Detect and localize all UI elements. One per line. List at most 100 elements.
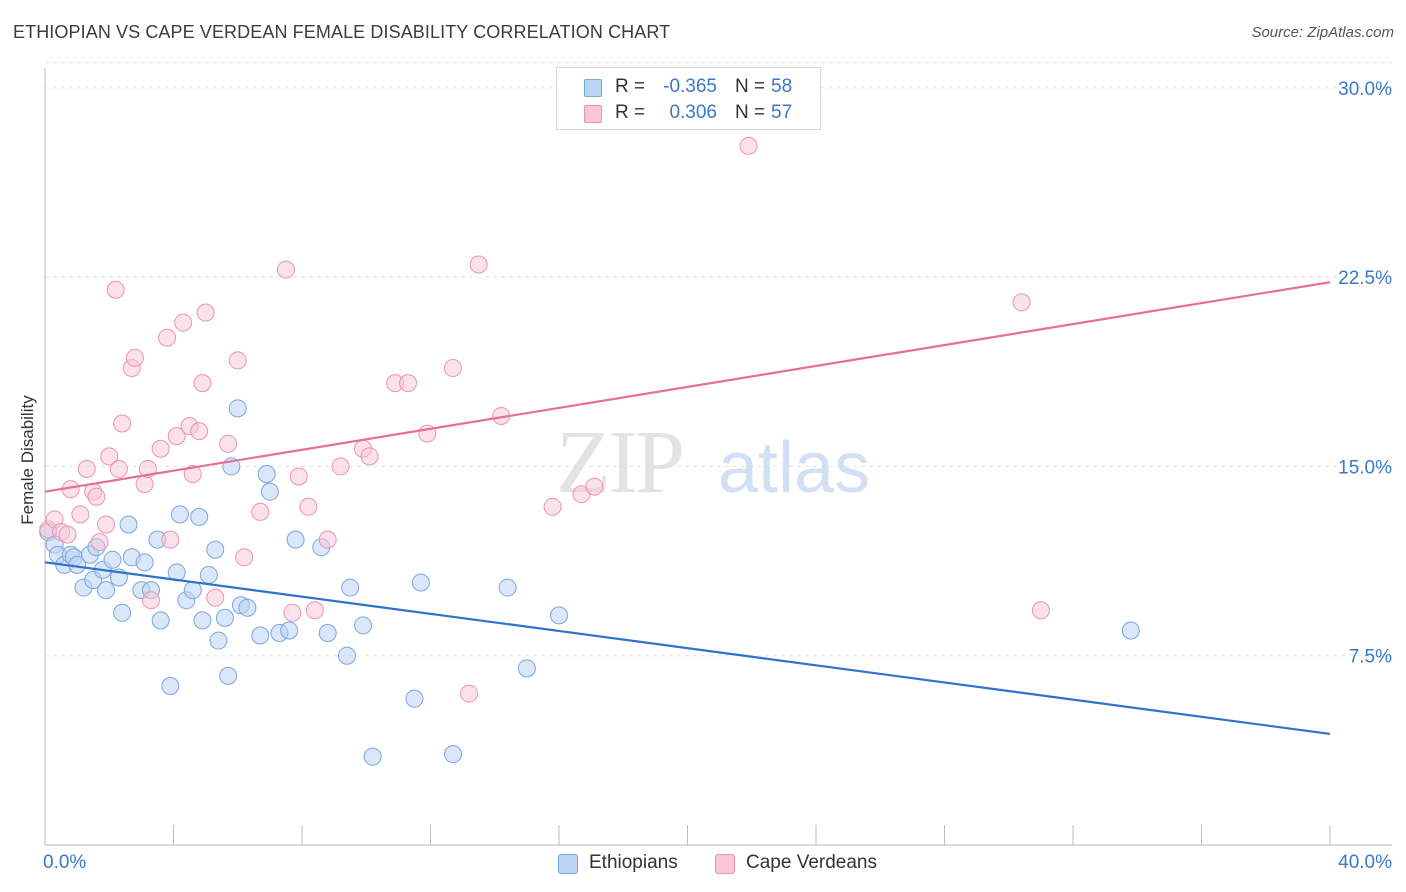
ethiopians-point [341, 578, 360, 597]
cape-verdeans-point [183, 465, 202, 483]
r-label: R = [615, 76, 646, 97]
ethiopians-point [103, 550, 122, 569]
cape-verdeans-point [190, 422, 209, 441]
n-value: 58 [771, 76, 793, 97]
ethiopians-point [1121, 621, 1140, 640]
r-value: -0.365 [663, 76, 717, 97]
y-tick-label: 15.0% [1338, 457, 1392, 478]
ethiopians-point [215, 608, 234, 627]
ethiopians-point [363, 747, 382, 766]
series-cape-verdeans-points [39, 136, 1050, 703]
cape-verdeans-point [299, 497, 318, 516]
ethiopians-point [550, 606, 568, 625]
cape-verdeans-point [106, 280, 125, 299]
ethiopians-point [113, 603, 132, 622]
cape-verdeans-point [206, 588, 225, 607]
cape-verdeans-point [739, 136, 758, 155]
cape-verdeans-point [167, 427, 186, 446]
grid-lines [45, 62, 1392, 657]
ethiopians-point [251, 626, 270, 645]
series-ethiopians-points [39, 399, 1140, 766]
cape-verdeans-point [543, 497, 562, 516]
ethiopians-point [411, 573, 430, 592]
cape-verdeans-point [135, 475, 154, 494]
n-label: N = [735, 76, 766, 97]
r-label: R = [615, 102, 646, 123]
ethiopians-point [219, 666, 238, 685]
ethiopians-trend-line [44, 561, 1331, 736]
cape-verdeans-point [196, 303, 215, 322]
cape-verdeans-point [77, 459, 96, 478]
ethiopians-point [151, 611, 170, 630]
cape-verdeans-point [305, 601, 324, 620]
cape-verdeans-point [219, 434, 238, 453]
ethiopians-swatch [584, 79, 602, 97]
cape-verdeans-legend-swatch [715, 854, 735, 874]
cape-verdeans-trend-line [44, 281, 1331, 493]
y-tick-label: 7.5% [1349, 647, 1392, 668]
ethiopians-point [161, 677, 180, 695]
cape-verdeans-point [158, 328, 177, 347]
ethiopians-point [193, 611, 212, 630]
stats-legend: R = -0.365 N = 58 R = 0.306 N = 57 [556, 67, 821, 130]
watermark: ZIP atlas [556, 413, 870, 512]
cape-verdeans-point [283, 603, 302, 622]
cape-verdeans-point [289, 467, 308, 486]
ethiopians-point [257, 465, 276, 483]
cape-verdeans-point [235, 548, 254, 567]
cape-verdeans-point [276, 260, 295, 279]
watermark-atlas: atlas [718, 428, 870, 508]
ethiopians-point [517, 659, 536, 678]
ethiopians-point [119, 515, 138, 534]
cape-verdeans-point [228, 351, 247, 370]
cape-verdeans-point [113, 414, 132, 433]
cape-verdeans-point [469, 255, 488, 274]
cape-verdeans-point [193, 374, 212, 393]
ethiopians-point [354, 616, 373, 635]
ethiopians-point [199, 565, 218, 584]
cape-verdeans-point [90, 533, 109, 552]
cape-verdeans-point [318, 530, 337, 549]
ethiopians-point [170, 505, 189, 524]
cape-verdeans-point [97, 515, 116, 534]
legend-label: Ethiopians [589, 852, 678, 873]
cape-verdeans-point [161, 530, 180, 549]
cape-verdeans-point [125, 348, 144, 367]
cape-verdeans-point [1012, 293, 1031, 312]
ethiopians-point [337, 646, 356, 665]
cape-verdeans-point [174, 313, 193, 332]
ethiopians-point [206, 540, 225, 559]
ethiopians-legend-swatch [558, 854, 578, 874]
y-tick-labels: 7.5% 15.0% 22.5% 30.0% [1338, 79, 1392, 668]
ethiopians-point [97, 581, 116, 600]
x-tick-label-max: 40.0% [1338, 852, 1392, 873]
n-label: N = [735, 102, 766, 123]
ethiopians-point [183, 581, 202, 600]
ethiopians-point [238, 598, 257, 617]
ethiopians-point [405, 689, 424, 708]
y-tick-label: 30.0% [1338, 79, 1392, 100]
cape-verdeans-point [360, 447, 379, 466]
cape-verdeans-point [142, 591, 161, 610]
chart-source: Source: ZipAtlas.com [1251, 24, 1394, 41]
cape-verdeans-point [100, 447, 119, 466]
ethiopians-point [135, 553, 154, 572]
series-legend: Ethiopians Cape Verdeans [0, 852, 1406, 878]
cape-verdeans-point [460, 684, 479, 703]
legend-label: Cape Verdeans [746, 852, 877, 873]
cape-verdeans-point [87, 487, 106, 506]
axes [44, 68, 1392, 846]
x-tick-label-min: 0.0% [43, 852, 87, 873]
cape-verdeans-swatch [584, 105, 602, 123]
ethiopians-point [209, 631, 228, 650]
n-value: 57 [771, 102, 793, 123]
y-tick-label: 22.5% [1338, 268, 1392, 289]
ethiopians-point [260, 482, 279, 501]
cape-verdeans-point [331, 457, 350, 476]
ethiopians-point [280, 621, 299, 640]
cape-verdeans-point [58, 525, 77, 544]
ethiopians-point [318, 624, 337, 642]
cape-verdeans-point [151, 439, 170, 458]
ethiopians-point [498, 578, 517, 597]
